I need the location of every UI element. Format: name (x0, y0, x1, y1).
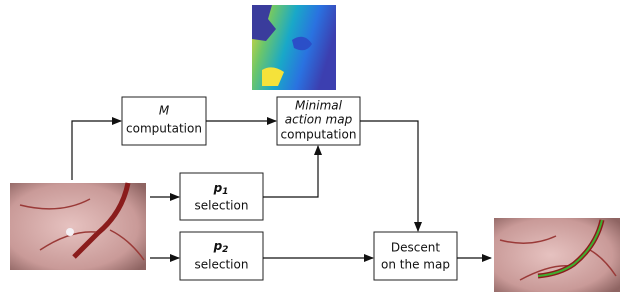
retina-image (10, 183, 146, 270)
arrow (72, 121, 121, 180)
p2-subscript: 2 (222, 245, 228, 255)
map-label: computation (281, 128, 357, 142)
action-map-image (252, 5, 336, 90)
p2-letter: p (213, 239, 223, 253)
result-image (494, 218, 620, 292)
m-label: computation (126, 122, 202, 136)
arrow (263, 146, 318, 197)
descent-line: Descent (391, 241, 440, 255)
map-line: action map (285, 113, 353, 127)
p2-label: selection (195, 258, 249, 272)
map-line: Minimal (295, 99, 343, 113)
p1-letter: p (213, 181, 223, 195)
diagram: M computation Minimal action map computa… (0, 0, 624, 295)
p1-label: selection (195, 199, 249, 213)
p1-subscript: 1 (222, 187, 228, 197)
descent-box (374, 232, 457, 280)
descent-line: on the map (381, 258, 450, 272)
arrow (360, 121, 418, 231)
m-symbol: M (159, 104, 170, 118)
